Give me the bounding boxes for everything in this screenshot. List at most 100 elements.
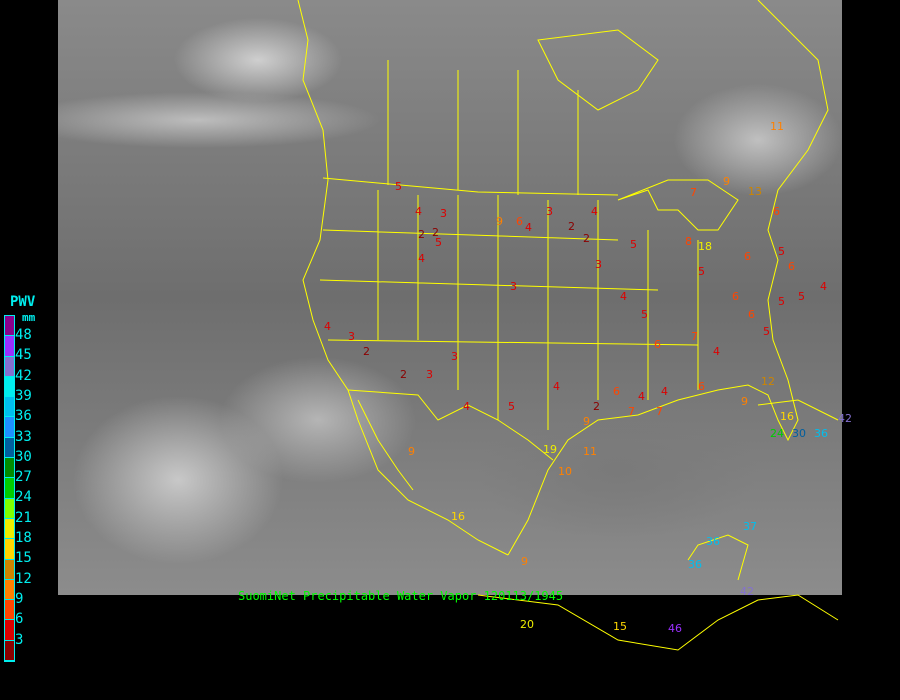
satellite-map[interactable]: 5 4 3 5 4 2 2 3 4 9 6 3 2 4 2 3 5 7 4 5 6 7 9 13 6 8 5 6 6 4 3 2 2 3 3 4 5 4 2… xyxy=(58,0,852,651)
legend-tick: 24 xyxy=(15,489,32,506)
station-pwv-value: 18 xyxy=(698,240,712,253)
station-pwv-value: 3 xyxy=(595,258,602,271)
station-pwv-value: 5 xyxy=(798,290,805,303)
station-pwv-value: 42 xyxy=(838,412,852,425)
station-pwv-value: 5 xyxy=(763,325,770,338)
station-pwv-value: 4 xyxy=(553,380,560,393)
great-lakes xyxy=(617,179,739,231)
station-pwv-value: 6 xyxy=(654,338,661,351)
station-pwv-value: 20 xyxy=(520,618,534,631)
hudson-bay xyxy=(537,29,659,111)
legend-tick: 6 xyxy=(15,611,24,628)
station-pwv-value: 7 xyxy=(690,186,697,199)
legend-tick: 39 xyxy=(15,387,32,404)
legend-band xyxy=(5,417,14,438)
map-boundaries xyxy=(297,0,839,651)
station-pwv-value: 4 xyxy=(638,390,645,403)
station-pwv-value: 30 xyxy=(792,427,806,440)
station-pwv-value: 9 xyxy=(408,445,415,458)
station-pwv-value: 6 xyxy=(732,290,739,303)
station-pwv-value: 4 xyxy=(661,385,668,398)
legend-band xyxy=(5,640,14,662)
station-pwv-value: 6 xyxy=(744,250,751,263)
station-pwv-value: 7 xyxy=(691,330,698,343)
station-pwv-value: 12 xyxy=(761,375,775,388)
station-pwv-value: 4 xyxy=(463,400,470,413)
station-pwv-value: 4 xyxy=(591,205,598,218)
legend-unit: mm xyxy=(22,311,36,324)
legend-tick: 15 xyxy=(15,550,32,567)
legend-band xyxy=(5,600,14,621)
cuba xyxy=(757,399,839,421)
gulf-coast xyxy=(507,0,829,556)
legend-band xyxy=(5,458,14,479)
station-pwv-value: 6 xyxy=(788,260,795,273)
station-pwv-value: 3 xyxy=(546,205,553,218)
station-pwv-value: 2 xyxy=(583,232,590,245)
station-pwv-value: 7 xyxy=(656,405,663,418)
station-pwv-value: 4 xyxy=(620,290,627,303)
station-pwv-value: 7 xyxy=(628,405,635,418)
legend-tick: 42 xyxy=(15,367,32,384)
station-pwv-value: 8 xyxy=(685,235,692,248)
station-pwv-value: 3 xyxy=(510,280,517,293)
legend-band xyxy=(5,397,14,418)
station-pwv-value: 13 xyxy=(748,185,762,198)
station-pwv-value: 2 xyxy=(418,228,425,241)
station-pwv-value: 15 xyxy=(613,620,627,633)
station-pwv-value: 4 xyxy=(820,280,827,293)
station-pwv-value: 6 xyxy=(613,385,620,398)
station-pwv-value: 4 xyxy=(525,221,532,234)
station-pwv-value: 4 xyxy=(418,252,425,265)
station-pwv-value: 16 xyxy=(780,410,794,423)
station-pwv-value: 9 xyxy=(496,215,503,228)
legend-band xyxy=(5,478,14,499)
station-pwv-value: 9 xyxy=(723,175,730,188)
coastline-west xyxy=(297,0,509,556)
legend-band xyxy=(5,316,14,337)
station-pwv-value: 2 xyxy=(363,345,370,358)
station-pwv-value: 5 xyxy=(778,245,785,258)
station-pwv-value: 3 xyxy=(451,350,458,363)
station-pwv-value: 2 xyxy=(593,400,600,413)
station-pwv-value: 5 xyxy=(630,238,637,251)
station-pwv-value: 36 xyxy=(814,427,828,440)
legend-title: PWV xyxy=(10,294,36,310)
station-pwv-value: 6 xyxy=(773,205,780,218)
station-pwv-value: 11 xyxy=(583,445,597,458)
province-lines xyxy=(387,60,579,195)
station-pwv-value: 6 xyxy=(698,380,705,393)
station-pwv-value: 2 xyxy=(400,368,407,381)
legend-band xyxy=(5,498,14,519)
station-pwv-value: 4 xyxy=(713,345,720,358)
legend-band xyxy=(5,376,14,398)
station-pwv-value: 42 xyxy=(740,585,754,598)
station-pwv-value: 5 xyxy=(698,265,705,278)
legend-band xyxy=(5,336,14,357)
station-pwv-value: 46 xyxy=(668,622,682,635)
station-pwv-value: 11 xyxy=(770,120,784,133)
legend-tick: 33 xyxy=(15,428,32,445)
legend-band xyxy=(5,539,14,560)
station-pwv-value: 9 xyxy=(741,395,748,408)
station-pwv-value: 9 xyxy=(583,415,590,428)
yucatan-coast xyxy=(687,534,749,581)
station-pwv-value: 3 xyxy=(440,207,447,220)
legend-tick: 18 xyxy=(15,530,32,546)
station-pwv-value: 36 xyxy=(688,558,702,571)
legend-band xyxy=(5,437,14,459)
canada-border xyxy=(322,177,619,196)
legend-tick: 9 xyxy=(15,590,24,607)
station-pwv-value: 37 xyxy=(743,520,757,533)
station-pwv-value: 5 xyxy=(435,236,442,249)
legend-tick: 27 xyxy=(15,469,32,486)
station-pwv-value: 4 xyxy=(415,205,422,218)
station-pwv-value: 2 xyxy=(568,220,575,233)
central-america xyxy=(477,594,839,651)
station-pwv-value: 24 xyxy=(770,427,784,440)
station-pwv-value: 6 xyxy=(748,308,755,321)
legend-tick: 48 xyxy=(15,327,32,343)
legend-band xyxy=(5,620,14,641)
station-pwv-value: 4 xyxy=(324,320,331,333)
